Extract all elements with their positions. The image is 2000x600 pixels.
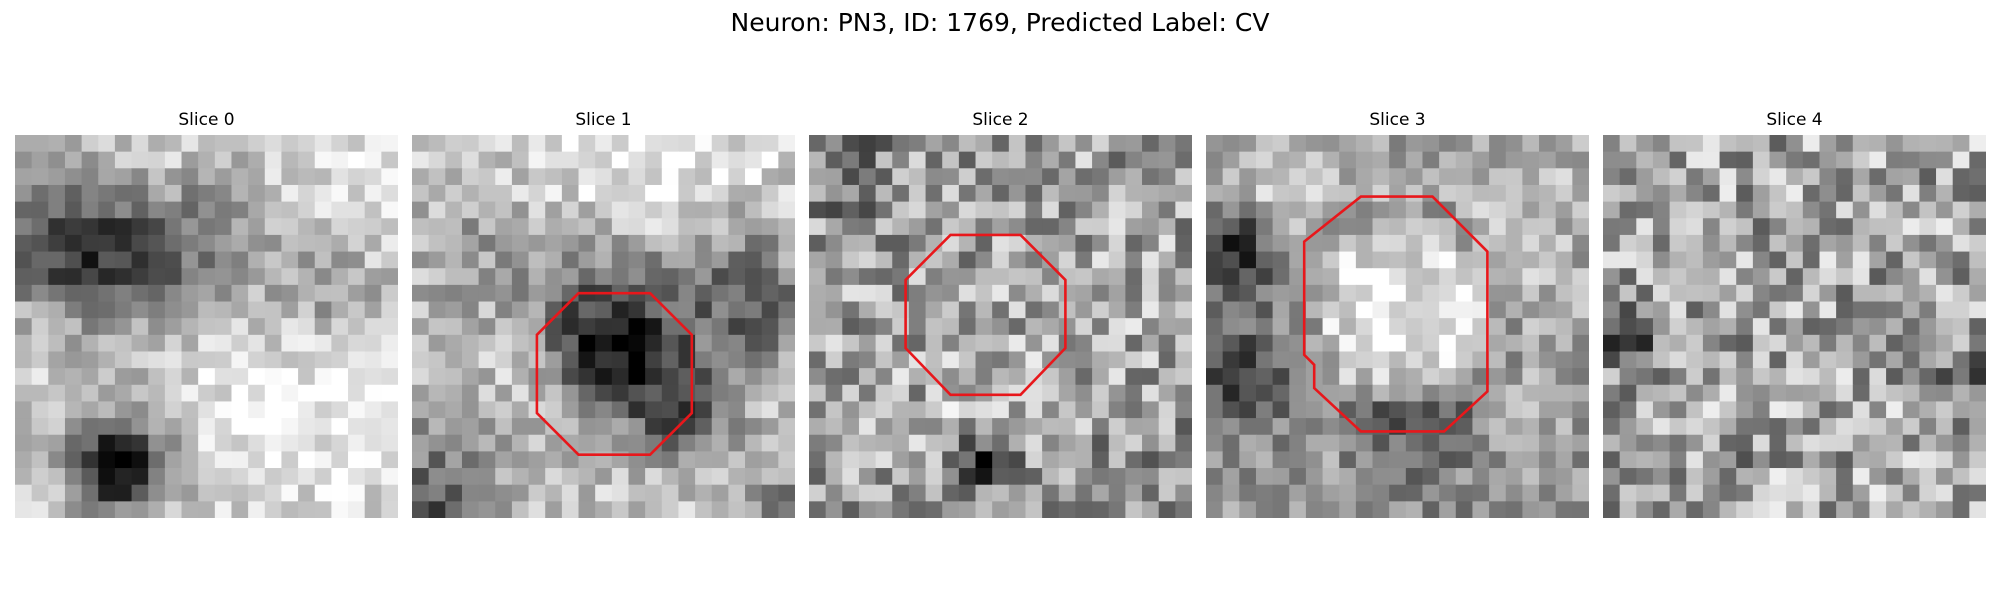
cell-contour xyxy=(535,291,694,457)
figure-title: Neuron: PN3, ID: 1769, Predicted Label: … xyxy=(730,8,1270,37)
cell-contour xyxy=(1302,195,1489,433)
slice-panel-2: Slice 2 xyxy=(809,108,1192,518)
slice-title: Slice 2 xyxy=(972,110,1029,130)
slice-panel-3: Slice 3 xyxy=(1206,108,1589,518)
slice-image xyxy=(1206,135,1589,518)
slice-image xyxy=(412,135,795,518)
slice-title: Slice 3 xyxy=(1369,110,1426,130)
slice-image xyxy=(15,135,398,518)
slice-panel-0: Slice 0 xyxy=(15,108,398,518)
slice-image xyxy=(809,135,1192,518)
slice-2-image xyxy=(809,135,1192,518)
slice-image xyxy=(1603,135,1986,518)
slice-1-image xyxy=(412,135,795,518)
slice-title: Slice 4 xyxy=(1766,110,1823,130)
slice-panel-1: Slice 1 xyxy=(412,108,795,518)
slice-title: Slice 1 xyxy=(575,110,632,130)
slice-3-image xyxy=(1206,135,1589,518)
slice-panel-4: Slice 4 xyxy=(1603,108,1986,518)
slice-4-image xyxy=(1603,135,1986,518)
slice-0-image xyxy=(15,135,398,518)
cell-contour xyxy=(904,233,1067,397)
slice-title: Slice 0 xyxy=(178,110,235,130)
